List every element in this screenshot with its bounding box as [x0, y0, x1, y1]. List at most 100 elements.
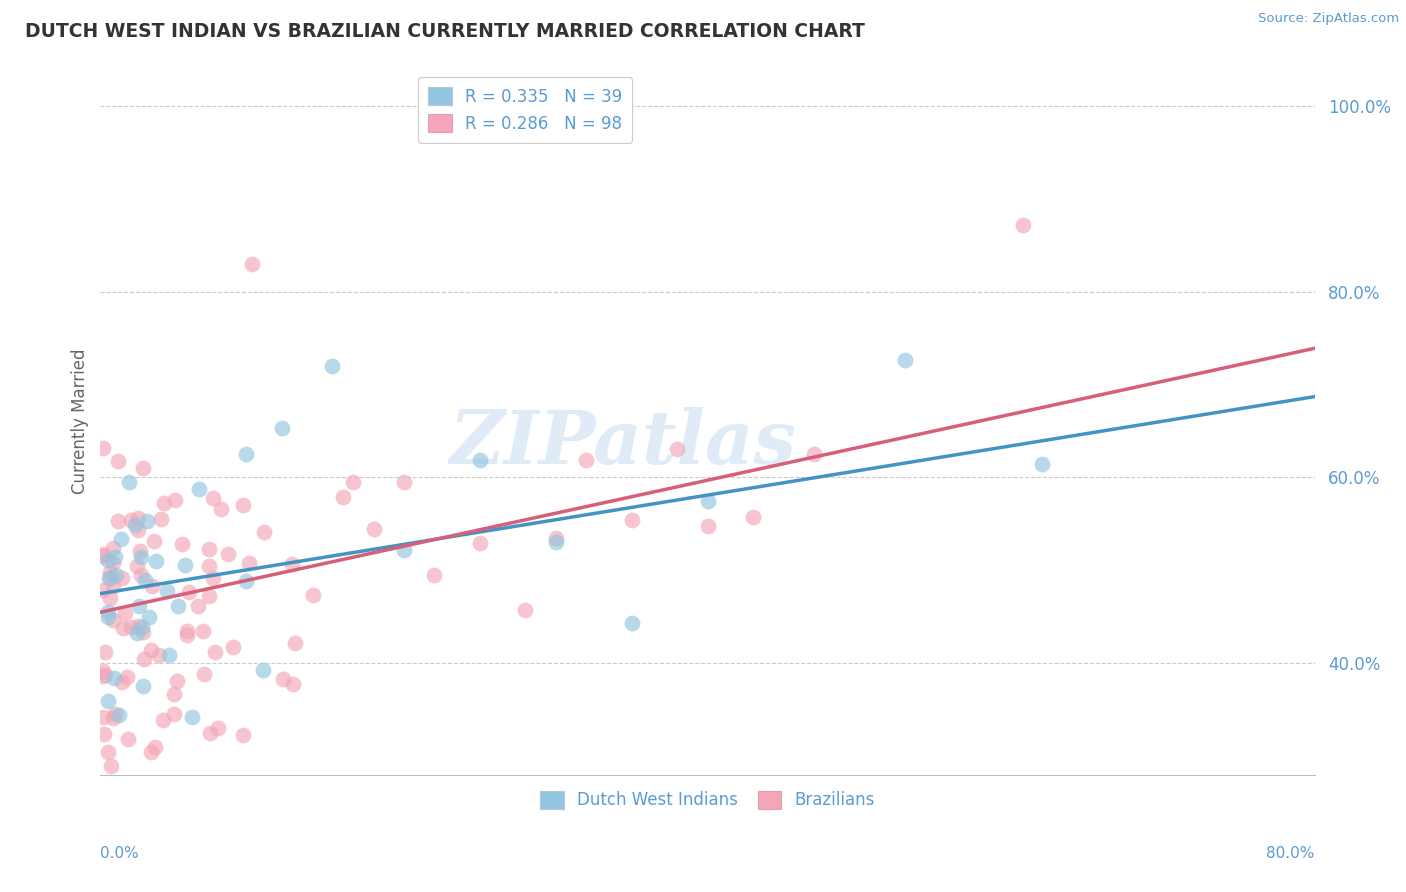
- Point: [188, 482, 211, 496]
- Point: [141, 745, 163, 759]
- Point: [283, 677, 305, 691]
- Point: [181, 710, 204, 724]
- Point: [93, 549, 115, 564]
- Y-axis label: Currently Married: Currently Married: [72, 349, 89, 494]
- Point: [252, 664, 274, 678]
- Point: [110, 533, 132, 547]
- Point: [111, 571, 134, 585]
- Point: [100, 758, 122, 772]
- Point: [127, 511, 149, 525]
- Point: [179, 584, 201, 599]
- Point: [108, 708, 131, 723]
- Point: [163, 688, 186, 702]
- Point: [202, 491, 225, 505]
- Point: [423, 567, 446, 582]
- Point: [222, 640, 245, 655]
- Point: [166, 673, 188, 688]
- Point: [114, 606, 136, 620]
- Point: [176, 624, 198, 639]
- Point: [468, 536, 491, 550]
- Point: [153, 496, 176, 510]
- Point: [101, 613, 124, 627]
- Point: [136, 514, 159, 528]
- Point: [134, 652, 156, 666]
- Point: [97, 553, 120, 567]
- Point: [105, 567, 128, 582]
- Point: [302, 588, 325, 602]
- Point: [152, 713, 174, 727]
- Point: [98, 591, 121, 606]
- Point: [217, 547, 239, 561]
- Point: [118, 475, 141, 490]
- Point: [93, 442, 115, 456]
- Point: [104, 706, 127, 721]
- Point: [93, 727, 115, 741]
- Point: [98, 571, 121, 585]
- Point: [139, 643, 162, 657]
- Point: [232, 728, 254, 742]
- Text: DUTCH WEST INDIAN VS BRAZILIAN CURRENTLY MARRIED CORRELATION CHART: DUTCH WEST INDIAN VS BRAZILIAN CURRENTLY…: [25, 22, 865, 41]
- Point: [107, 514, 129, 528]
- Point: [173, 558, 195, 572]
- Point: [544, 531, 567, 545]
- Point: [193, 624, 215, 638]
- Point: [468, 453, 491, 467]
- Point: [742, 510, 765, 524]
- Point: [167, 599, 190, 613]
- Point: [101, 711, 124, 725]
- Point: [127, 619, 149, 633]
- Point: [198, 589, 221, 603]
- Point: [97, 605, 120, 619]
- Point: [620, 615, 643, 630]
- Point: [93, 547, 115, 561]
- Point: [253, 525, 276, 540]
- Point: [204, 645, 226, 659]
- Point: [117, 732, 139, 747]
- Point: [284, 636, 307, 650]
- Point: [138, 610, 160, 624]
- Point: [127, 523, 149, 537]
- Point: [515, 602, 537, 616]
- Point: [232, 498, 254, 512]
- Point: [129, 544, 152, 558]
- Point: [187, 599, 209, 614]
- Text: 0.0%: 0.0%: [100, 846, 139, 861]
- Point: [101, 557, 124, 571]
- Point: [235, 447, 257, 461]
- Point: [93, 710, 115, 724]
- Point: [198, 542, 221, 557]
- Legend: Dutch West Indians, Brazilians: Dutch West Indians, Brazilians: [534, 784, 882, 816]
- Point: [666, 442, 689, 457]
- Point: [101, 579, 124, 593]
- Point: [240, 257, 263, 271]
- Point: [150, 512, 173, 526]
- Point: [696, 494, 718, 508]
- Point: [111, 674, 134, 689]
- Point: [93, 669, 115, 683]
- Point: [98, 566, 121, 580]
- Point: [202, 572, 225, 586]
- Point: [342, 475, 364, 489]
- Point: [132, 460, 155, 475]
- Point: [209, 501, 232, 516]
- Point: [207, 721, 229, 735]
- Point: [131, 680, 153, 694]
- Point: [93, 582, 115, 597]
- Point: [98, 571, 121, 585]
- Point: [131, 620, 153, 634]
- Point: [120, 620, 142, 634]
- Point: [156, 583, 179, 598]
- Point: [280, 557, 302, 571]
- Point: [125, 626, 148, 640]
- Point: [176, 628, 198, 642]
- Point: [170, 537, 193, 551]
- Point: [200, 726, 222, 740]
- Point: [803, 447, 825, 461]
- Point: [97, 694, 120, 708]
- Text: 80.0%: 80.0%: [1267, 846, 1315, 861]
- Point: [894, 353, 917, 368]
- Point: [107, 454, 129, 468]
- Point: [148, 648, 170, 662]
- Point: [271, 672, 294, 686]
- Point: [93, 664, 115, 678]
